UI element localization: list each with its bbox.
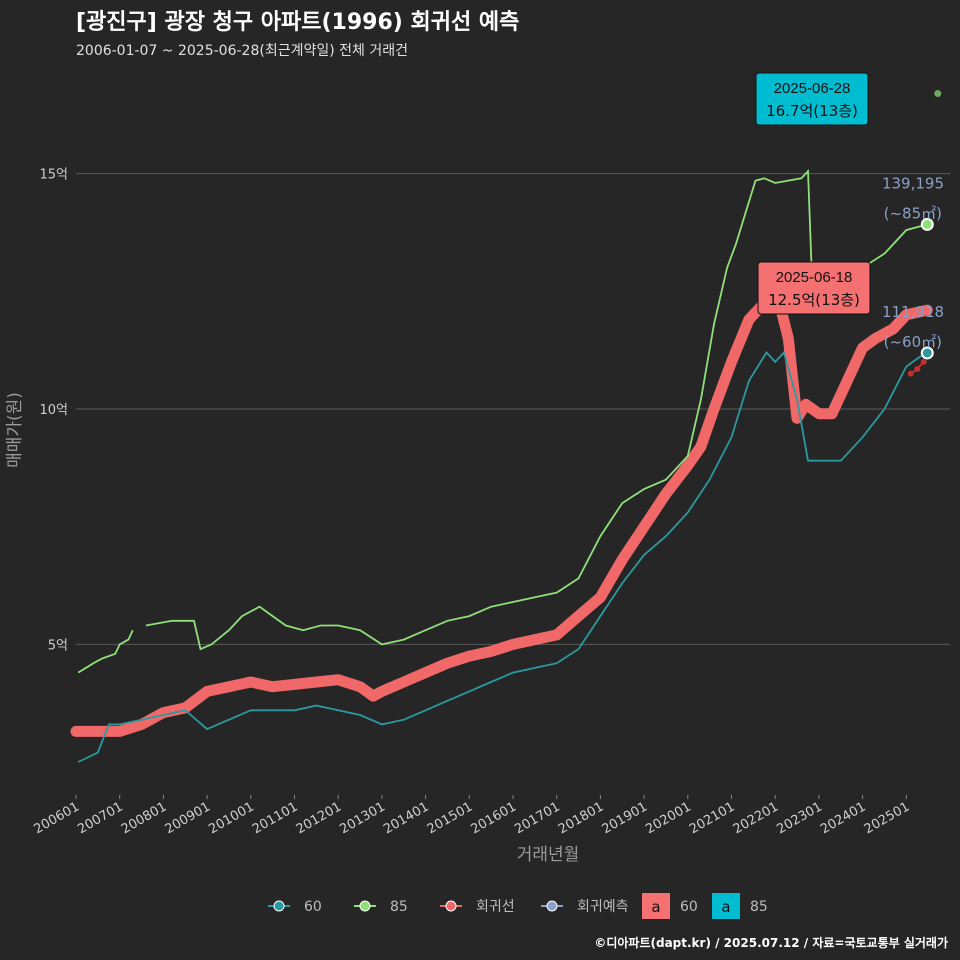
- x-tick-label: 200701: [75, 799, 125, 837]
- x-tick-label: 200601: [32, 799, 82, 837]
- x-tick-label: 201601: [469, 799, 519, 837]
- y-axis-title: 매매가(원): [5, 392, 25, 468]
- legend-label-glyph-l85: a: [721, 898, 730, 916]
- x-tick-label: 201201: [294, 799, 344, 837]
- x-tick-label: 201701: [512, 799, 562, 837]
- end-point-marker: [920, 217, 934, 231]
- forecast-point: [907, 370, 914, 377]
- series-line-85: [145, 168, 928, 651]
- end-value-label: 139,195: [882, 174, 944, 192]
- x-tick-label: 202101: [687, 799, 737, 837]
- x-tick-label: 201501: [425, 799, 475, 837]
- x-axis-title: 거래년월: [517, 845, 580, 865]
- legend-label-text-l85: 85: [750, 899, 768, 915]
- x-tick-label: 202401: [818, 799, 868, 837]
- x-tick-label: 201401: [381, 799, 431, 837]
- forecast-point: [914, 365, 921, 372]
- x-tick-label: 201101: [250, 799, 300, 837]
- x-tick-label: 201801: [556, 799, 606, 837]
- chart-subtitle: 2006-01-07 ~ 2025-06-28(최근계약일) 전체 거래건: [76, 43, 408, 59]
- y-tick-label: 15억: [39, 168, 68, 183]
- x-tick-label: 200801: [119, 799, 169, 837]
- peak-transaction-point: [934, 90, 942, 98]
- x-tick-label: 200901: [163, 799, 213, 837]
- annotation-box: [757, 261, 871, 315]
- end-area-label: (~60㎡): [884, 333, 942, 351]
- end-point-marker: [920, 346, 934, 360]
- x-tick-label: 201001: [206, 799, 256, 837]
- x-tick-label: 201301: [337, 799, 387, 837]
- end-area-label: (~85㎡): [884, 204, 942, 222]
- chart-title: [광진구] 광장 청구 아파트(1996) 회귀선 예측: [76, 10, 520, 35]
- annotation-date: 2025-06-18: [776, 269, 853, 286]
- annotation-box: [755, 72, 869, 126]
- annotation-date: 2025-06-28: [774, 80, 851, 97]
- data-credit: ©디아파트(dapt.kr) / 2025.07.12 / 자료=국토교통부 실…: [594, 936, 948, 950]
- annotation-price: 12.5억(13층): [768, 291, 860, 309]
- y-tick-label: 5억: [48, 638, 68, 653]
- legend-label-text-l60: 60: [680, 899, 698, 915]
- series-line-regression: [70, 281, 933, 737]
- legend-label-fc: 회귀예측: [577, 899, 629, 915]
- series-line-60: [77, 350, 928, 763]
- legend-marker-s85: [359, 900, 371, 912]
- legend-label-reg: 회귀선: [476, 899, 515, 915]
- end-value-label: 111,918: [882, 303, 944, 321]
- x-tick-label: 202201: [731, 799, 781, 837]
- legend-label-box-l85: [712, 893, 740, 919]
- x-tick-label: 202501: [862, 799, 912, 837]
- series-line-85: [77, 629, 134, 674]
- legend-label-s85: 85: [390, 899, 408, 915]
- x-tick-label: 201901: [600, 799, 650, 837]
- legend-label-box-l60: [642, 893, 670, 919]
- legend-marker-s60: [273, 900, 285, 912]
- forecast-point: [920, 358, 927, 365]
- legend-label-glyph-l60: a: [651, 898, 660, 916]
- annotation-price: 16.7억(13층): [766, 102, 858, 120]
- legend-marker-fc: [546, 900, 558, 912]
- y-tick-label: 10억: [39, 403, 68, 418]
- legend-label-s60: 60: [304, 899, 322, 915]
- x-tick-label: 202001: [643, 799, 693, 837]
- x-tick-label: 202301: [774, 799, 824, 837]
- legend-marker-reg: [445, 900, 457, 912]
